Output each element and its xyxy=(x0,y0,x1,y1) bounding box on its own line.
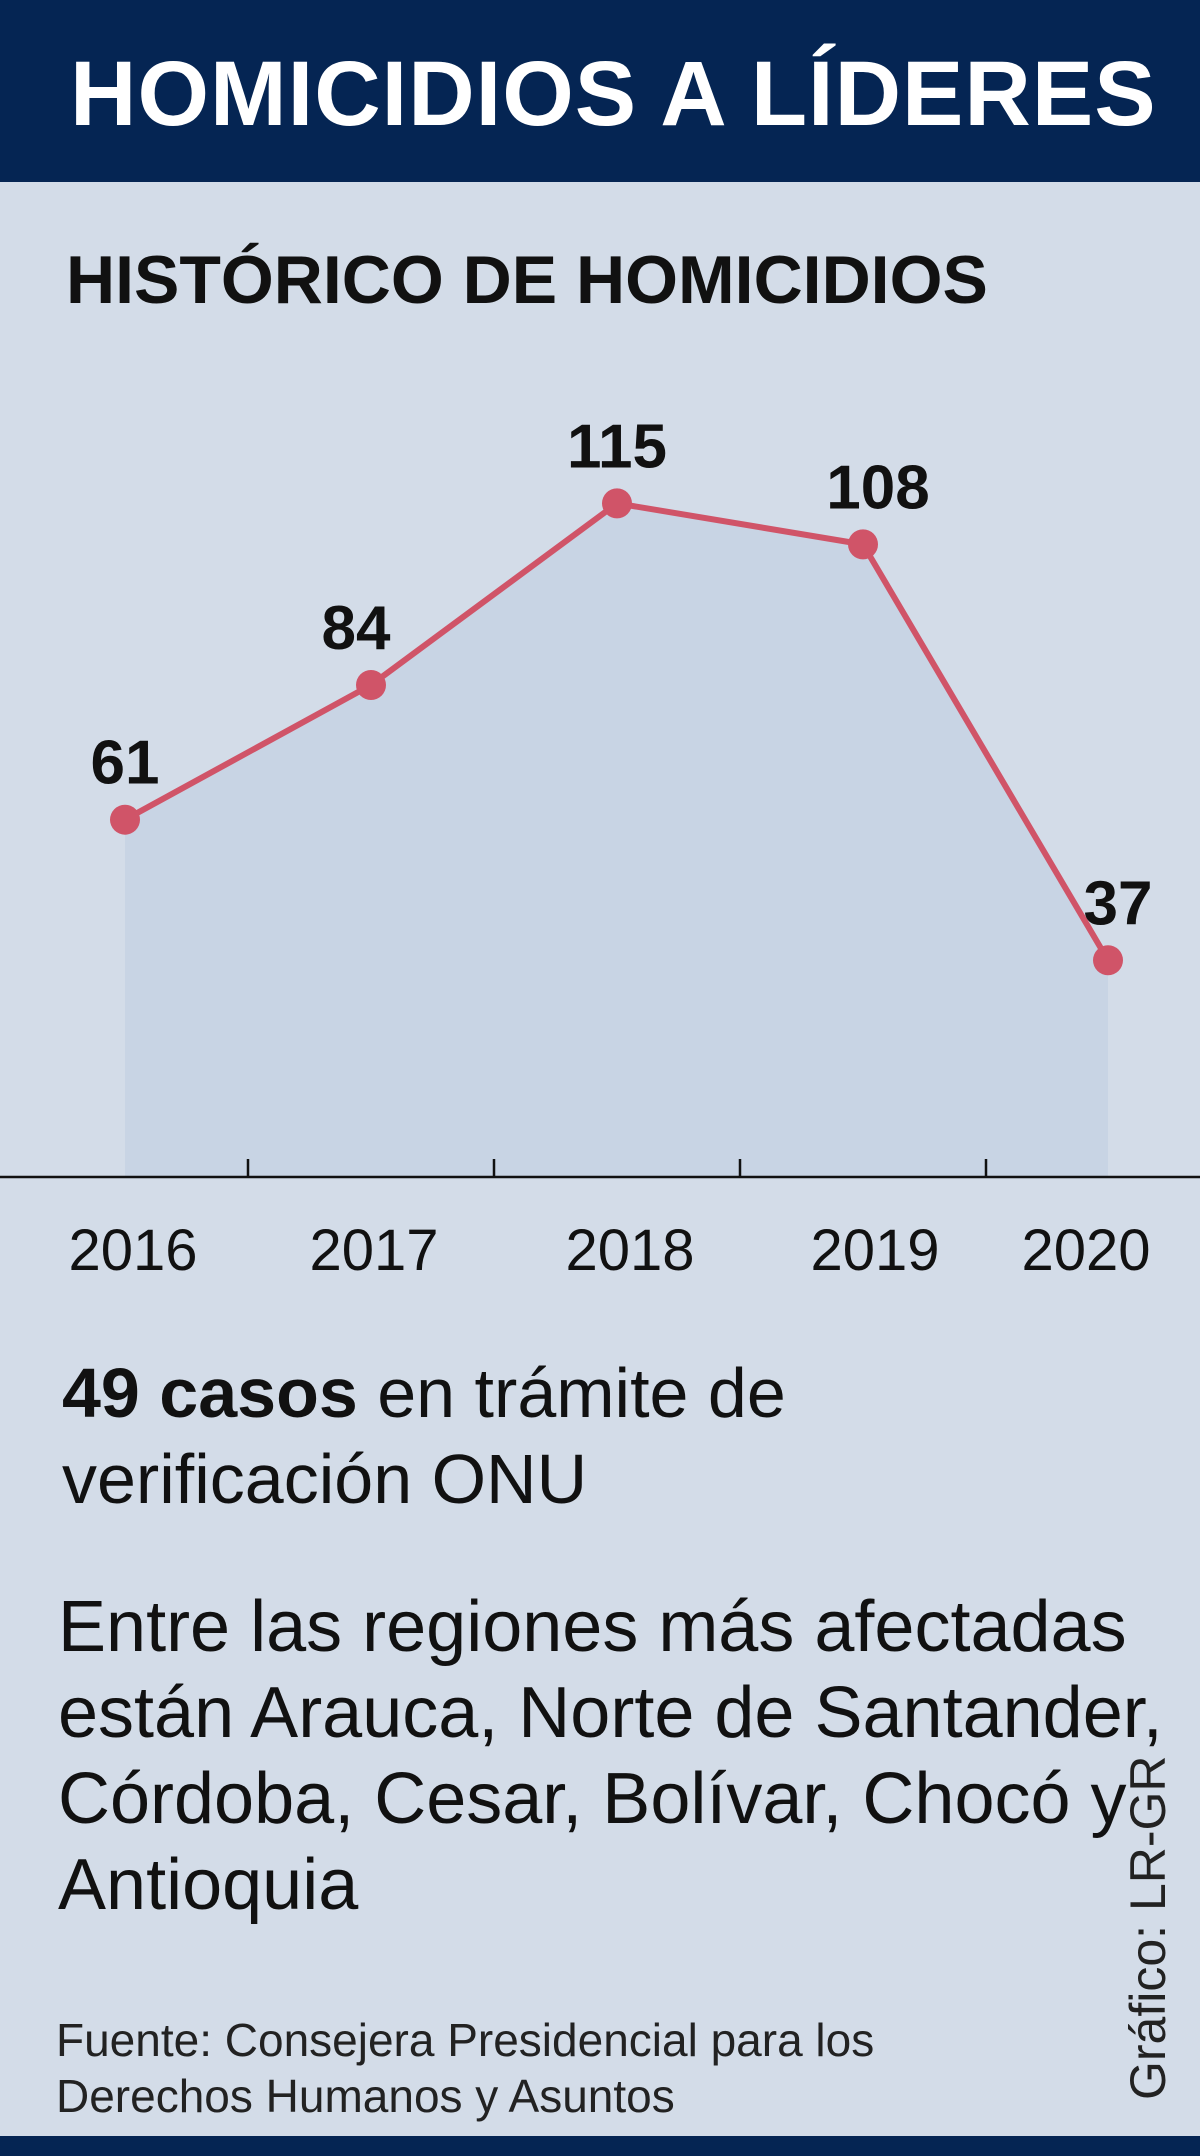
x-tick-label: 2019 xyxy=(810,1218,939,1283)
regions-note: Entre las regiones más afectadas están A… xyxy=(58,1587,1163,1925)
data-point xyxy=(356,669,386,700)
data-label: 115 xyxy=(567,412,667,481)
x-tick-label: 2016 xyxy=(68,1218,197,1283)
cases-note-rest: en trámite de verificación ONU xyxy=(62,1354,786,1518)
x-tick-label: 2020 xyxy=(1021,1218,1150,1283)
x-tick-label: 2017 xyxy=(309,1218,438,1283)
source-note: Fuente: Consejera Presidencial para los … xyxy=(56,2014,875,2122)
header-bar: HOMICIDIOS A LÍDERES xyxy=(0,0,1200,182)
line-chart: 61 84 115 108 37 2016 2017 2018 2019 2020 xyxy=(0,412,1200,1283)
graphic-credit: Gráfico: LR-GR xyxy=(1120,1755,1176,2100)
area-fill xyxy=(125,503,1108,1177)
page-title: HOMICIDIOS A LÍDERES xyxy=(70,43,1157,145)
data-label: 61 xyxy=(91,729,160,798)
data-label: 108 xyxy=(826,453,929,522)
x-tick-label: 2018 xyxy=(565,1218,694,1283)
data-point xyxy=(848,529,878,560)
data-label: 84 xyxy=(322,594,391,663)
cases-note-bold: 49 casos xyxy=(62,1354,358,1432)
cases-note: 49 casos en trámite de verificación ONU xyxy=(62,1350,1142,1522)
data-point xyxy=(110,804,140,835)
data-label: 37 xyxy=(1084,869,1153,938)
data-point xyxy=(602,488,632,519)
data-point xyxy=(1093,945,1123,976)
chart-title: HISTÓRICO DE HOMICIDIOS xyxy=(66,242,988,318)
footer-bar xyxy=(0,2136,1200,2156)
